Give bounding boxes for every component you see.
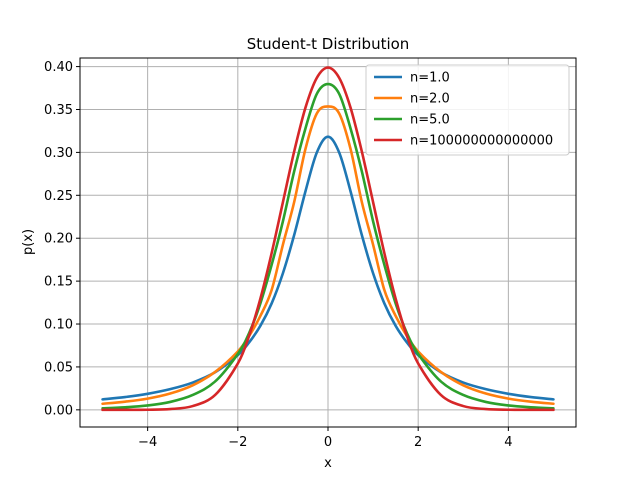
y-tick-label: 0.20 xyxy=(44,232,73,247)
legend-box xyxy=(365,64,570,156)
legend-label: n=100000000000000 xyxy=(410,134,553,149)
series-line-4 xyxy=(101,66,555,412)
y-tick-label: 0.40 xyxy=(44,60,73,75)
legend-label: n=2.0 xyxy=(410,92,450,107)
y-tick-label: 0.30 xyxy=(44,146,73,161)
series-line-2 xyxy=(101,105,555,406)
x-tick-label: 2 xyxy=(414,435,422,450)
series-line-3 xyxy=(101,82,555,410)
x-tick-label: 0 xyxy=(324,435,332,450)
x-tick-label: −4 xyxy=(138,435,157,450)
series-lines xyxy=(101,66,555,412)
x-tick-label: 4 xyxy=(504,435,512,450)
y-tick-label: 0.35 xyxy=(44,103,73,118)
y-tick-label: 0.00 xyxy=(44,403,73,418)
y-axis-label: p(x) xyxy=(21,229,36,255)
x-axis-label: x xyxy=(324,456,332,471)
x-tick-label: −2 xyxy=(228,435,247,450)
legend: n=1.0 n=2.0 n=5.0 n=100000000000000 xyxy=(365,64,570,156)
legend-label: n=5.0 xyxy=(410,113,450,128)
chart-title: Student-t Distribution xyxy=(247,35,410,53)
axis-ticks: −4 −2 0 2 4 0.00 0.05 0.10 0.15 0.20 0.25 0.30 0.35 0… xyxy=(44,60,512,450)
y-tick-label: 0.05 xyxy=(44,360,73,375)
legend-label: n=1.0 xyxy=(410,71,450,86)
y-tick-label: 0.10 xyxy=(44,318,73,333)
y-tick-label: 0.25 xyxy=(44,189,73,204)
y-tick-label: 0.15 xyxy=(44,275,73,290)
